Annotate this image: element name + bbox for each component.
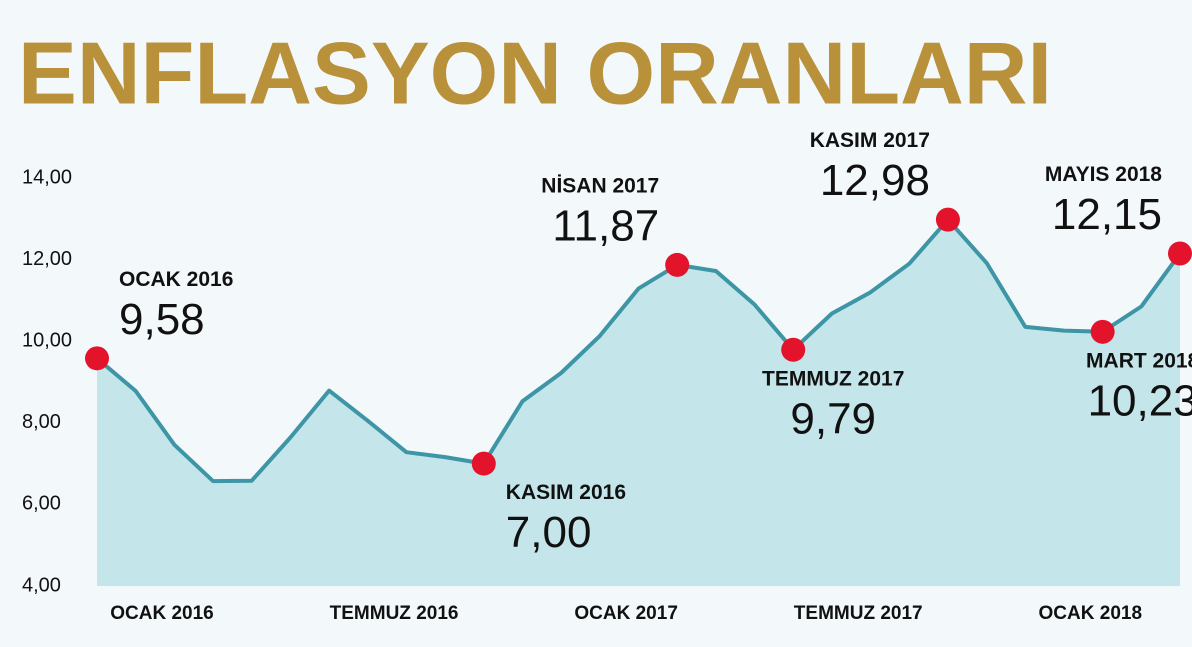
line: [95, 217, 1182, 484]
point-label: OCAK 2016: [119, 268, 233, 291]
y-tick-label: 12,00: [22, 248, 72, 270]
point-label: MAYIS 2018: [1045, 163, 1162, 186]
highlight-marker: [935, 207, 960, 232]
x-tick-label: TEMMUZ 2017: [794, 603, 923, 624]
value-label: 12,98: [820, 156, 930, 205]
point-label: KASIM 2017: [810, 129, 930, 152]
highlight-marker: [781, 337, 806, 362]
value-label: 10,23: [1088, 376, 1192, 425]
point-label: MART 2018: [1086, 349, 1192, 372]
x-tick-label: TEMMUZ 2016: [330, 603, 459, 624]
highlight-marker: [1168, 241, 1192, 266]
highlight-marker: [471, 451, 496, 476]
x-tick-label: OCAK 2018: [1039, 603, 1143, 624]
point-label: TEMMUZ 2017: [762, 367, 904, 390]
y-tick-label: 8,00: [22, 411, 61, 433]
y-tick-label: 6,00: [22, 493, 61, 515]
value-label: 9,79: [790, 394, 876, 443]
value-label: 12,15: [1052, 190, 1162, 239]
y-tick-label: 4,00: [22, 574, 61, 596]
x-tick-label: OCAK 2016: [110, 603, 214, 624]
value-label: 7,00: [506, 508, 592, 557]
value-label: 9,58: [119, 295, 205, 344]
area: [97, 219, 1180, 586]
chart-title: ENFLASYON ORANLARI: [18, 23, 1052, 122]
y-tick-label: 10,00: [22, 329, 72, 351]
highlight-marker: [1090, 319, 1115, 344]
point-label: KASIM 2016: [506, 481, 626, 504]
highlight-marker: [85, 346, 109, 371]
highlight-marker: [665, 252, 690, 277]
x-tick-label: OCAK 2017: [574, 603, 678, 624]
y-tick-label: 14,00: [22, 166, 72, 188]
value-label: 11,87: [552, 202, 659, 251]
point-label: NİSAN 2017: [541, 174, 659, 197]
